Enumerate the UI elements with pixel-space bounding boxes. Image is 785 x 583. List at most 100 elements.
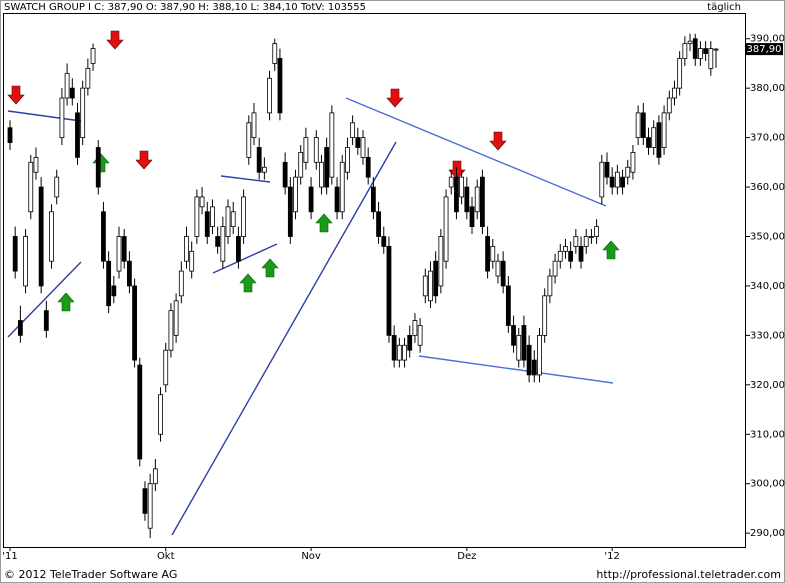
candle-body [64, 72, 70, 99]
sell-arrow [448, 160, 466, 180]
candle-body [147, 483, 153, 529]
y-tick-label: 360,00 [750, 182, 785, 193]
candle-body [199, 196, 205, 208]
candle-body [225, 206, 231, 237]
buy-arrow [315, 213, 333, 233]
candle-body [589, 236, 594, 238]
trend-lines [7, 97, 614, 536]
candle-body [137, 364, 143, 460]
y-tick-label: 340,00 [750, 281, 785, 292]
y-tick-label: 300,00 [750, 479, 785, 490]
candle-body [526, 344, 532, 376]
plot-frame [3, 13, 746, 548]
candle-body [376, 211, 381, 237]
source-url: http://professional.teletrader.com [596, 568, 781, 581]
buy-arrow [239, 273, 257, 293]
sell-arrow [489, 131, 507, 151]
candle-body [345, 147, 350, 173]
candle-body [168, 310, 174, 351]
sell-arrow [7, 85, 25, 105]
candle-body [23, 236, 28, 287]
candle-body [552, 260, 558, 277]
candle-body [417, 325, 423, 346]
x-tick-label: '12 [604, 551, 619, 562]
candle-body [412, 320, 418, 336]
candle-body [272, 43, 278, 64]
candle-body [95, 147, 101, 188]
y-tick-label: 380,00 [750, 83, 785, 94]
buy-arrow [57, 292, 75, 312]
candle-body [614, 171, 620, 188]
trend-line [418, 355, 614, 384]
candle-body [651, 127, 657, 148]
candle-body [28, 161, 34, 213]
candle-body [43, 310, 49, 331]
candle-body [194, 196, 200, 237]
candle-body [121, 236, 127, 262]
candle-body [246, 122, 252, 158]
candle-body [85, 67, 91, 89]
candle-body [692, 38, 698, 59]
candle-body [220, 226, 226, 262]
trend-line [345, 97, 607, 207]
candle-body [184, 236, 189, 262]
candle-body [454, 176, 459, 213]
candle-body [152, 468, 158, 485]
buy-arrow [261, 258, 279, 278]
candle-body [204, 211, 210, 237]
candle-body [521, 325, 527, 361]
candle-body [547, 275, 553, 297]
y-tick-label: 290,00 [750, 528, 785, 539]
candle-body [708, 48, 714, 69]
y-tick-label: 320,00 [750, 380, 785, 391]
candle-body [656, 122, 662, 158]
candle-body [625, 166, 631, 178]
candle-body [661, 112, 667, 148]
candle-body [381, 236, 387, 247]
candle-body [448, 176, 454, 188]
candle-body [308, 186, 314, 213]
candle-body [640, 112, 646, 138]
candle-body [687, 40, 693, 45]
candle-body [666, 97, 672, 114]
candle-body [542, 295, 548, 336]
candle-body [7, 127, 13, 143]
trend-line [212, 243, 278, 274]
candle-body [277, 58, 283, 114]
candle-body [474, 186, 480, 213]
candle-body [365, 156, 371, 178]
candle-body [282, 161, 288, 188]
trend-line [220, 175, 271, 183]
candle-body [178, 270, 184, 297]
candle-body [355, 137, 361, 148]
trend-line [7, 110, 82, 122]
candle-body [682, 43, 688, 59]
candle-body [287, 186, 293, 237]
candle-body [459, 176, 465, 198]
candle-body [386, 245, 392, 336]
candle-body [485, 236, 490, 272]
last-price-box [746, 43, 783, 56]
candle-body [677, 58, 683, 89]
candle-body [537, 334, 542, 376]
candle-body [609, 176, 615, 188]
candle-body [583, 236, 589, 247]
candle-body [360, 137, 366, 158]
candle-body [80, 87, 86, 138]
candle-body [500, 260, 506, 287]
candle-body [230, 211, 236, 227]
candle-body [438, 236, 444, 287]
candle-body [578, 245, 584, 262]
candle-body [106, 260, 112, 307]
candle-body [49, 211, 54, 262]
candle-body [604, 161, 610, 178]
candle-body [163, 349, 169, 386]
candle-body [329, 112, 335, 178]
chart-title: SWATCH GROUP I C: 387,90 O: 387,90 H: 38… [4, 2, 366, 13]
candle-body [241, 196, 247, 237]
y-tick-label: 350,00 [750, 231, 785, 242]
candle-body [713, 48, 719, 51]
candle-body [599, 161, 605, 198]
